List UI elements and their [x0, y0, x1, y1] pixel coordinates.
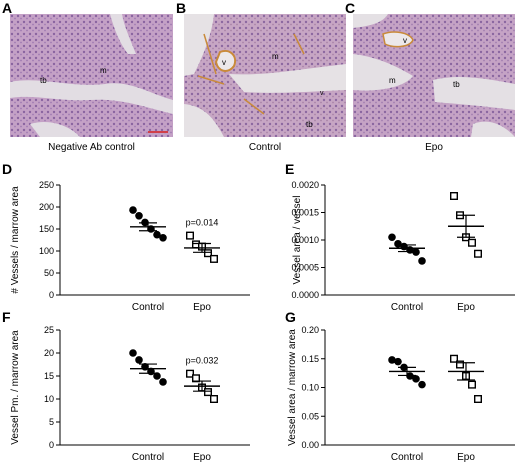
- data-point-control-d: [153, 230, 161, 239]
- micrograph-epo: v m tb: [353, 14, 515, 137]
- data-point-control-d: [135, 212, 143, 220]
- panel-letter-d: D: [2, 161, 12, 177]
- data-point-epo-f: [185, 369, 194, 378]
- data-point-control-d: [129, 206, 137, 214]
- y-tick-label-e: 0.0020: [291, 180, 319, 190]
- data-point-control-f: [159, 378, 167, 386]
- data-point-control-g: [418, 380, 426, 389]
- data-point-control-d: [159, 234, 167, 242]
- category-label-d: Epo: [193, 302, 211, 313]
- panel-letter-b: B: [176, 0, 187, 16]
- y-tick-label-d: 50: [44, 268, 54, 278]
- y-axis-label-g: Vessel area / marrow area: [287, 329, 298, 446]
- data-point-control-e: [394, 240, 402, 248]
- y-tick-label-f: 20: [44, 348, 54, 358]
- y-tick-label-e: 0.0010: [291, 235, 319, 245]
- y-tick-label-d: 150: [39, 224, 54, 234]
- data-point-epo-g: [450, 354, 459, 363]
- label-v-2: v: [320, 90, 324, 97]
- category-label-f: Epo: [193, 452, 211, 463]
- y-tick-label-e: 0.0005: [291, 263, 319, 273]
- y-tick-label-g: 0.00: [301, 440, 319, 450]
- label-m: m: [100, 66, 107, 75]
- data-point-epo-g: [456, 360, 465, 369]
- caption-negative-control: Negative Ab control: [48, 142, 135, 153]
- data-point-control-f: [135, 356, 143, 364]
- data-point-epo-e: [450, 191, 459, 200]
- y-tick-label-g: 0.05: [301, 411, 319, 421]
- y-tick-label-d: 0: [49, 290, 54, 300]
- y-tick-label-d: 250: [39, 180, 54, 190]
- data-point-control-e: [388, 233, 396, 242]
- category-label-g: Control: [391, 452, 423, 463]
- y-tick-label-g: 0.20: [301, 325, 319, 335]
- data-point-epo-f: [209, 395, 218, 404]
- label-m: m: [272, 52, 279, 61]
- label-tb: tb: [453, 80, 460, 89]
- data-point-control-f: [153, 372, 161, 380]
- p-value-f: p=0.032: [186, 356, 219, 366]
- y-tick-label-g: 0.15: [301, 354, 319, 364]
- y-axis-label-e: Vessel area / vessel: [292, 196, 303, 285]
- y-tick-label-f: 15: [44, 371, 54, 381]
- panel-letter-g: G: [285, 309, 296, 325]
- data-point-epo-d: [209, 254, 218, 263]
- data-point-control-g: [412, 375, 420, 383]
- data-point-epo-f: [203, 388, 212, 397]
- y-tick-label-d: 200: [39, 202, 54, 212]
- category-label-g: Epo: [457, 452, 475, 463]
- micrograph-negative-control: m tb: [10, 14, 173, 137]
- label-v-1: v: [222, 58, 226, 67]
- data-point-control-f: [129, 349, 137, 357]
- panel-letter-c: C: [345, 0, 356, 16]
- y-tick-label-f: 5: [49, 417, 54, 427]
- panel-letter-e: E: [285, 161, 294, 177]
- data-point-control-g: [394, 357, 402, 366]
- category-label-d: Control: [132, 302, 164, 313]
- data-point-epo-g: [474, 395, 483, 404]
- label-tb: tb: [306, 120, 313, 129]
- data-point-epo-e: [468, 238, 477, 247]
- y-axis-label-d: # Vessels / marrow area: [10, 186, 21, 294]
- data-point-epo-e: [474, 249, 483, 258]
- data-point-control-e: [418, 257, 426, 265]
- y-tick-label-f: 0: [49, 440, 54, 450]
- category-label-f: Control: [132, 452, 164, 463]
- label-v: v: [403, 36, 407, 45]
- y-tick-label-e: 0.0015: [291, 208, 319, 218]
- y-tick-label-d: 100: [39, 246, 54, 256]
- y-tick-label-f: 25: [44, 325, 54, 335]
- y-axis-label-f: Vessel Pm. / marrow area: [10, 330, 21, 445]
- category-label-e: Epo: [457, 302, 475, 313]
- panel-letter-f: F: [2, 309, 11, 325]
- caption-control: Control: [248, 142, 282, 153]
- panel-letter-a: A: [2, 0, 13, 16]
- label-m: m: [389, 76, 396, 85]
- label-tb: tb: [40, 76, 47, 85]
- caption-epo: Epo: [425, 142, 443, 153]
- y-tick-label-e: 0.0000: [291, 290, 319, 300]
- data-point-epo-g: [468, 380, 477, 389]
- micrograph-control: v m tb v: [184, 14, 346, 137]
- y-tick-label-g: 0.10: [301, 383, 319, 393]
- data-point-control-g: [388, 356, 396, 364]
- data-point-epo-d: [185, 231, 194, 240]
- category-label-e: Control: [391, 302, 423, 313]
- p-value-d: p=0.014: [186, 218, 219, 228]
- data-point-epo-d: [203, 249, 212, 258]
- y-tick-label-f: 10: [44, 394, 54, 404]
